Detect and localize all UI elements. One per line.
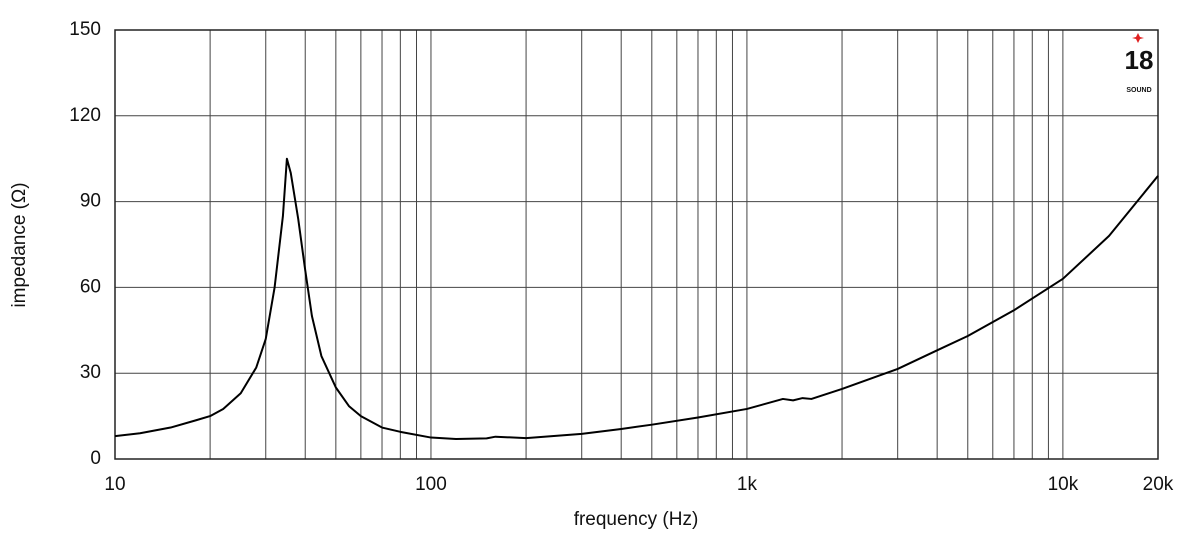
logo-text: SOUND: [1126, 87, 1151, 94]
x-tick-label: 1k: [737, 474, 758, 495]
logo: 18 SOUND: [1125, 33, 1154, 94]
y-axis-label: impedance (Ω): [9, 182, 30, 307]
x-tick-label: 10k: [1048, 474, 1079, 495]
x-tick-label: 100: [415, 474, 447, 495]
x-tick-label: 20k: [1143, 474, 1174, 495]
impedance-line: [114, 157, 1159, 440]
plot-frame: [114, 29, 1159, 460]
x-axis-label: frequency (Hz): [574, 509, 699, 530]
y-tick-label: 30: [80, 362, 101, 383]
logo-number: 18: [1125, 45, 1154, 75]
y-tick-label: 150: [69, 19, 101, 40]
x-tick-label: 10: [104, 474, 125, 495]
y-tick-label: 60: [80, 276, 101, 297]
y-tick-label: 90: [80, 191, 101, 212]
y-tick-label: 120: [69, 105, 101, 126]
logo-star: [1132, 33, 1144, 43]
y-tick-label: 0: [90, 448, 101, 469]
